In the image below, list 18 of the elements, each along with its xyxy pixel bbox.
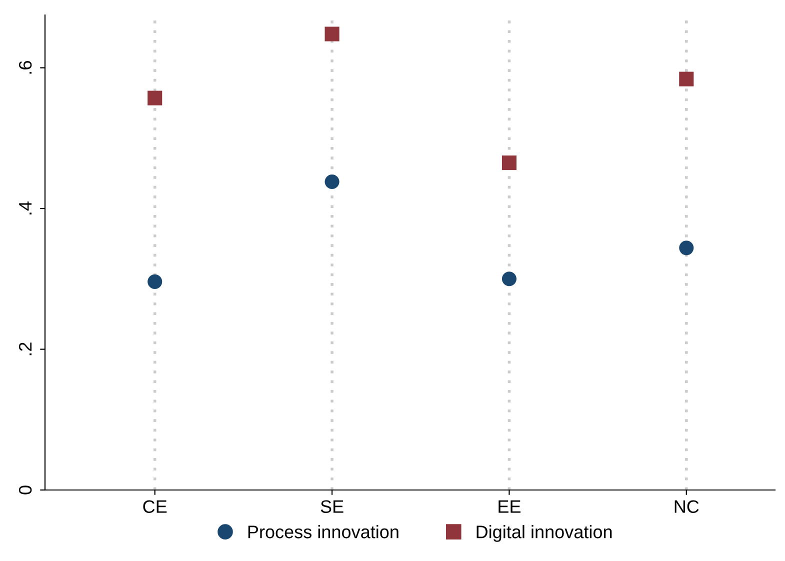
point	[324, 174, 340, 190]
x-tick-label: SE	[320, 500, 344, 513]
point	[148, 90, 162, 106]
x-tick-label: NC	[674, 500, 699, 513]
point	[679, 240, 694, 256]
point	[324, 26, 340, 42]
legend-label: Process innovation	[248, 525, 398, 538]
x-tick-label: CE	[143, 500, 167, 513]
point	[679, 72, 694, 86]
y-tick-label: .4	[19, 202, 32, 214]
y-tick-label: .2	[18, 342, 32, 356]
y-tick-label: .6	[18, 61, 32, 74]
y-tick-label: 0	[18, 486, 32, 494]
point	[502, 155, 517, 170]
point	[502, 272, 517, 286]
point	[148, 274, 162, 289]
legend-label: Digital innovation	[476, 525, 612, 542]
x-tick-label: EE	[498, 500, 520, 513]
